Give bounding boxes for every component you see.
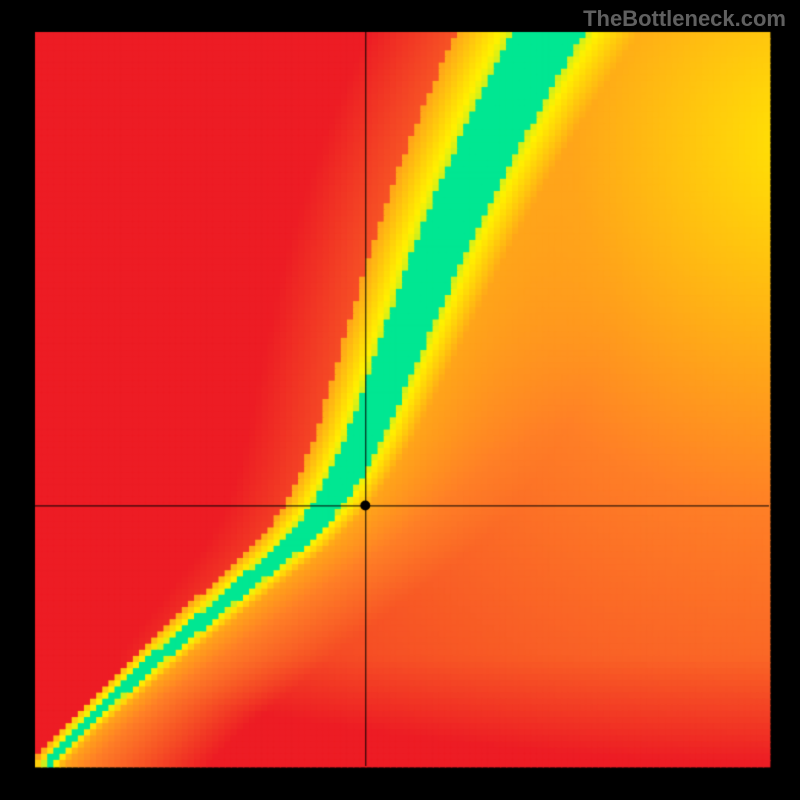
chart-container: TheBottleneck.com — [0, 0, 800, 800]
bottleneck-heatmap — [0, 0, 800, 800]
